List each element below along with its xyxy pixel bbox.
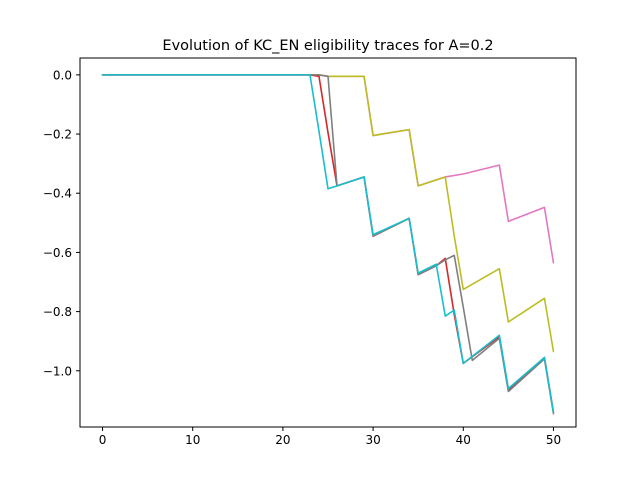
series-layer xyxy=(101,74,555,415)
y-tick-label: −0.6 xyxy=(43,246,72,260)
chart-title: Evolution of KC_EN eligibility traces fo… xyxy=(162,38,493,54)
y-tick-label: −0.4 xyxy=(43,187,72,201)
plot-frame xyxy=(79,57,577,428)
x-tick-label: 0 xyxy=(99,433,107,447)
y-tick-label: −1.0 xyxy=(43,364,72,378)
y-tick-label: −0.8 xyxy=(43,305,72,319)
series-line-5 xyxy=(101,74,555,413)
x-tick-label: 30 xyxy=(365,433,380,447)
axis-layer: 0 10 20 30 40 50 0.0 −0.2 −0.4 −0.6 −0.8 −1.0 xyxy=(43,57,577,447)
y-tick-label: 0.0 xyxy=(53,68,72,82)
x-tick-label: 50 xyxy=(546,433,561,447)
y-tick-label: −0.2 xyxy=(43,128,72,142)
x-tick-label: 20 xyxy=(275,433,290,447)
x-tick-label: 10 xyxy=(185,433,200,447)
x-tick-label: 40 xyxy=(456,433,471,447)
